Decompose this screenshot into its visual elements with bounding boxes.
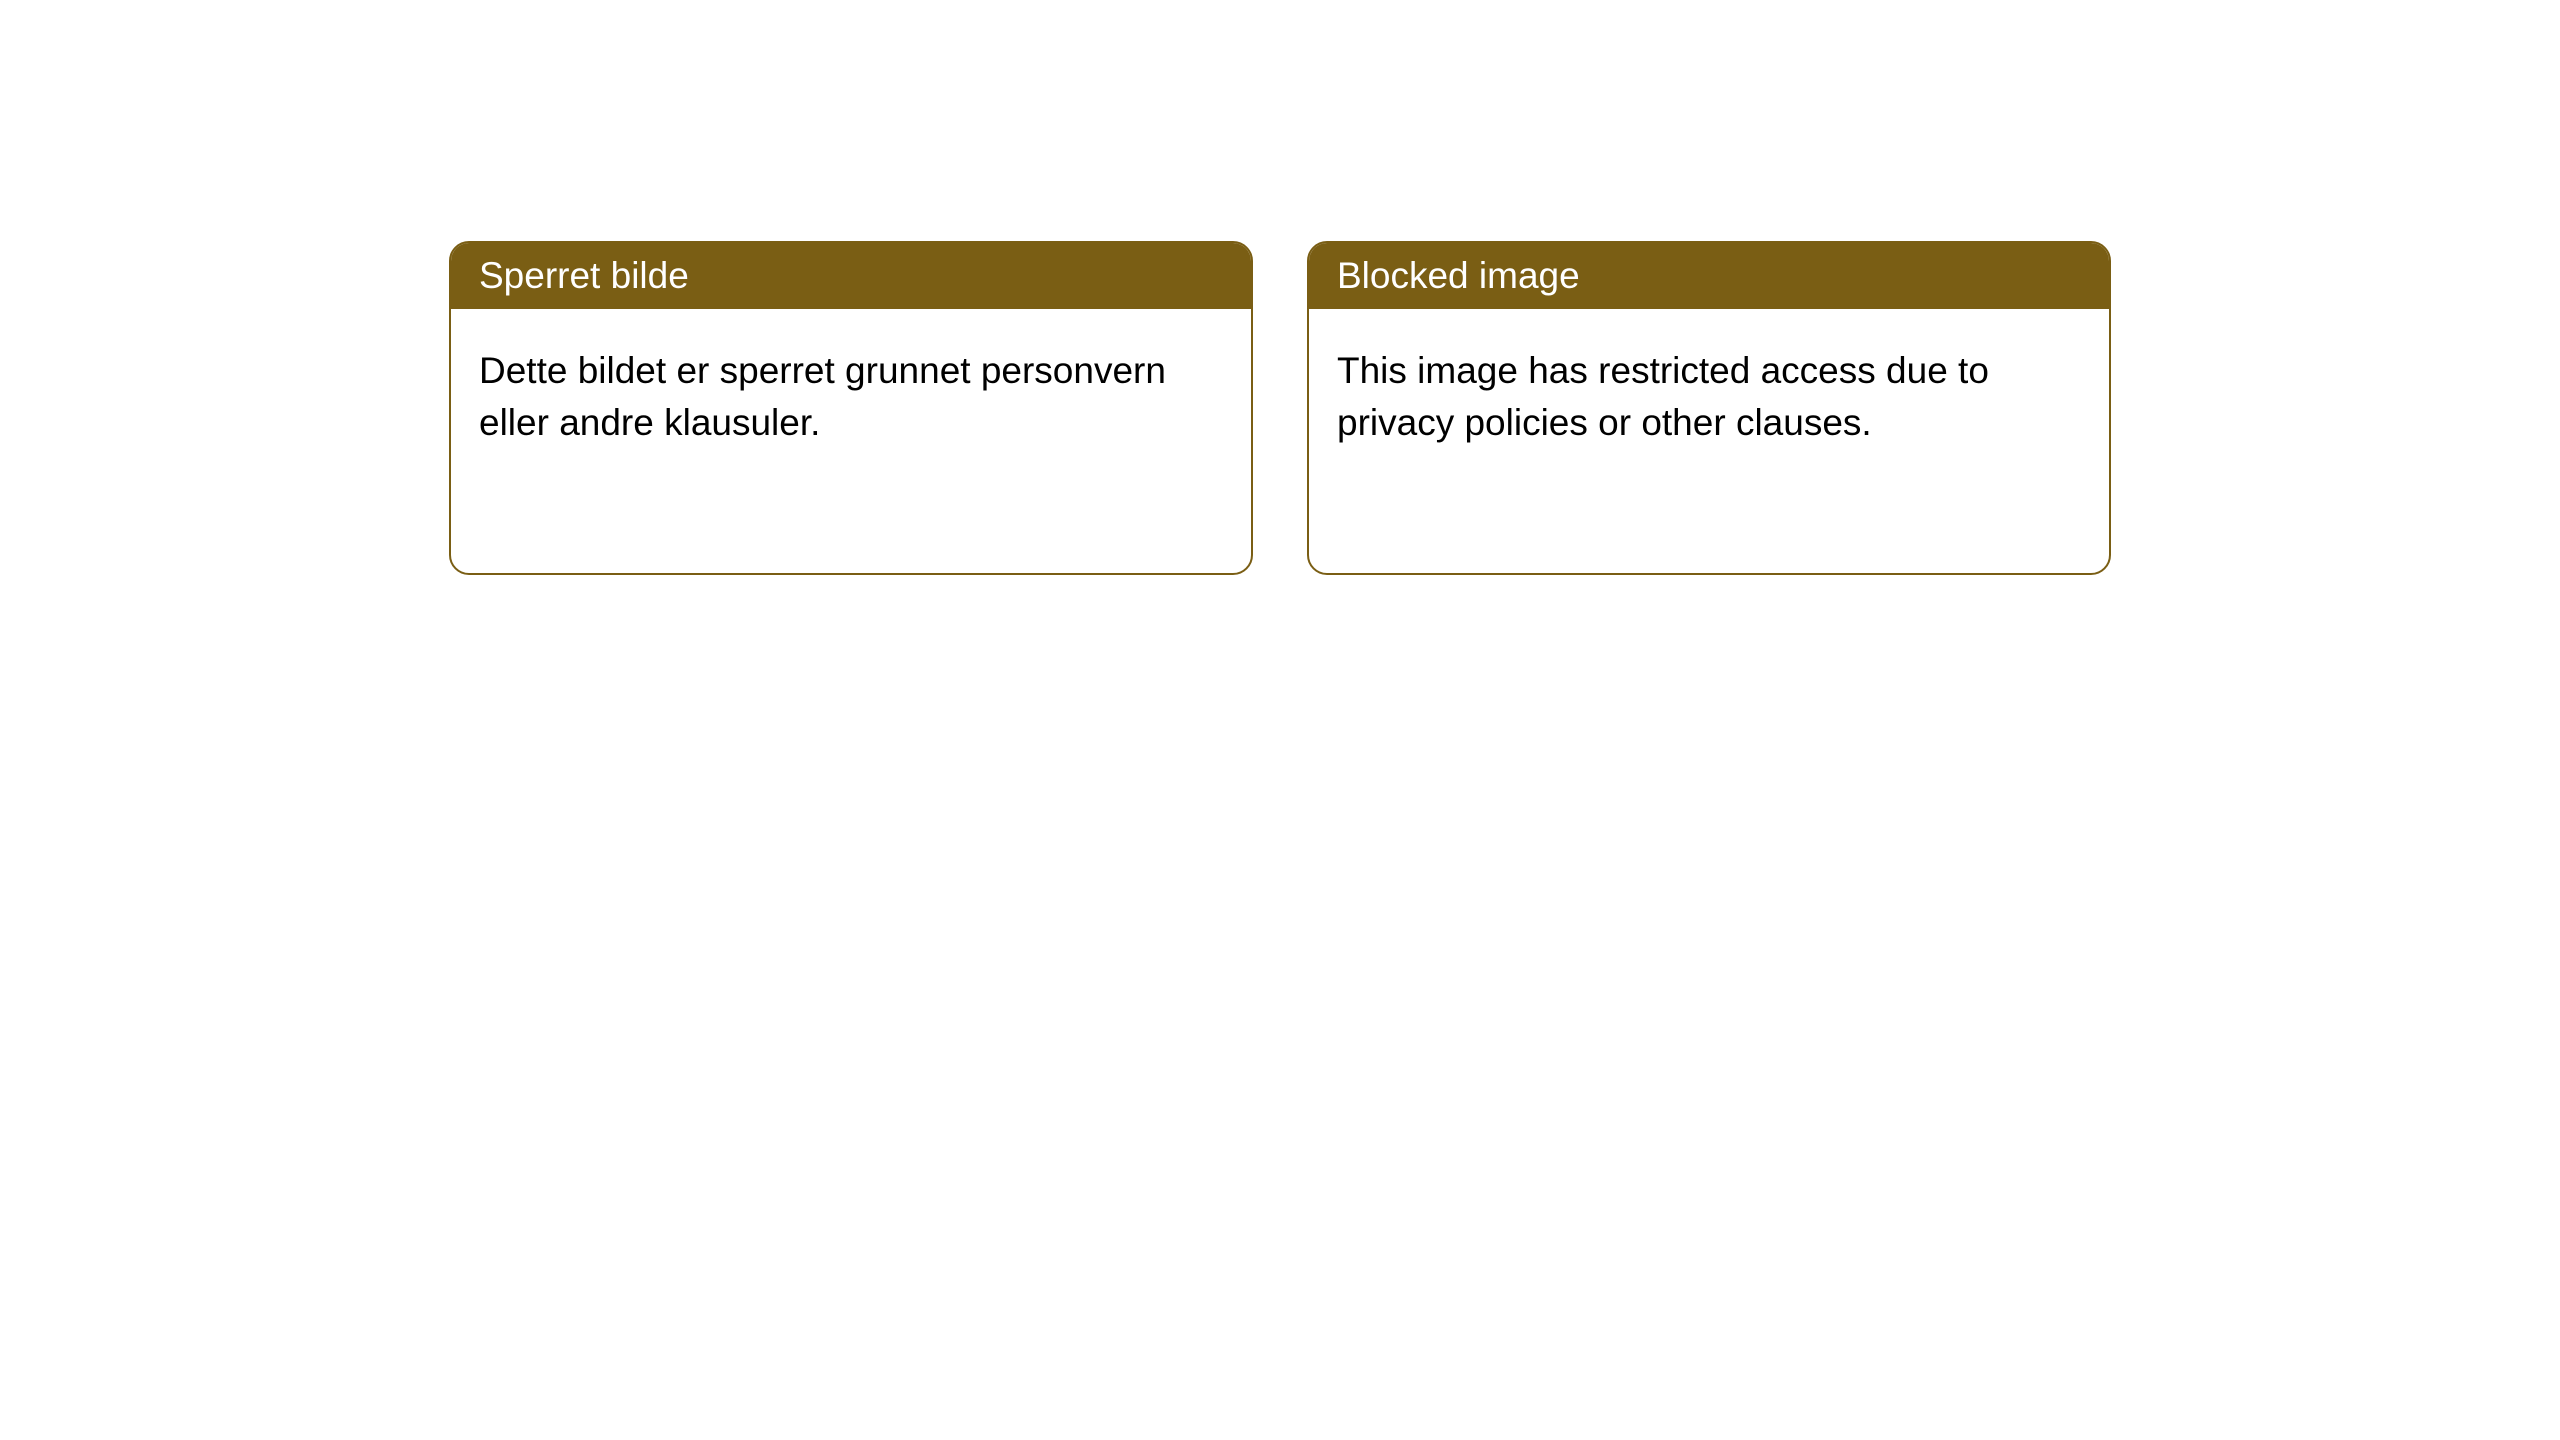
notice-container: Sperret bilde Dette bildet er sperret gr… <box>0 0 2560 575</box>
card-title: Blocked image <box>1337 255 1580 296</box>
card-body: Dette bildet er sperret grunnet personve… <box>451 309 1251 485</box>
card-body: This image has restricted access due to … <box>1309 309 2109 485</box>
card-message: This image has restricted access due to … <box>1337 350 1989 443</box>
card-header: Blocked image <box>1309 243 2109 309</box>
notice-card-norwegian: Sperret bilde Dette bildet er sperret gr… <box>449 241 1253 575</box>
card-title: Sperret bilde <box>479 255 689 296</box>
card-message: Dette bildet er sperret grunnet personve… <box>479 350 1166 443</box>
notice-card-english: Blocked image This image has restricted … <box>1307 241 2111 575</box>
card-header: Sperret bilde <box>451 243 1251 309</box>
